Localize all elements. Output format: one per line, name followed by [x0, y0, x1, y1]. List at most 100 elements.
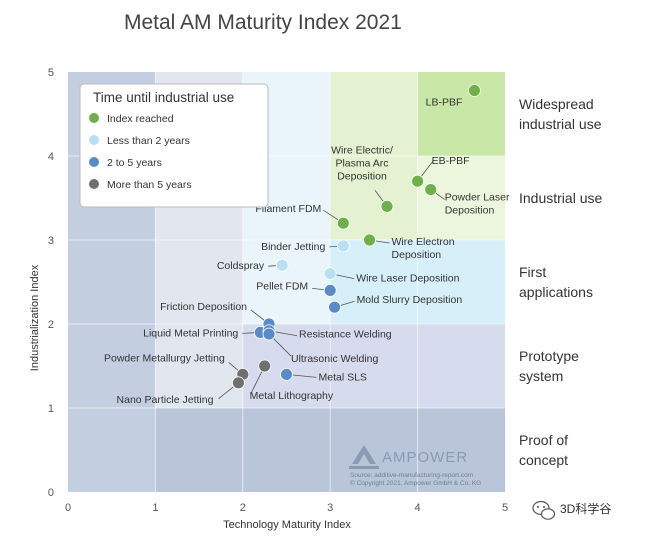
zone-label-line: First — [519, 264, 546, 280]
data-point-label-line: Pellet FDM — [256, 280, 308, 292]
legend-marker — [89, 157, 99, 167]
data-point-label-line: Resistance Welding — [299, 329, 392, 341]
x-tick-label: 3 — [327, 502, 333, 514]
data-point — [468, 84, 481, 97]
data-point-label-line: Plasma Arc — [335, 157, 388, 169]
zone-label-line: Proof of — [519, 432, 568, 448]
data-point-label-line: Wire Electron — [392, 236, 455, 248]
data-point-label: Resistance Welding — [299, 329, 392, 341]
data-point-label: Coldspray — [217, 260, 265, 272]
copyright-line: © Copyright 2021, Ampower GmbH & Co. KG — [350, 479, 481, 487]
legend: Time until industrial use Index reached Le… — [79, 83, 269, 208]
data-point-label: Powder Metallurgy Jetting — [104, 352, 225, 364]
data-point — [323, 283, 337, 297]
data-point-label-line: Powder Laser — [445, 192, 510, 204]
x-tick-label: 0 — [65, 502, 71, 514]
data-point — [424, 183, 438, 197]
data-point-label-line: Deposition — [445, 205, 495, 217]
zone-label-line: system — [519, 368, 563, 384]
y-tick-label: 4 — [48, 151, 54, 163]
data-point — [262, 327, 276, 341]
source-line: Source: additive-manufacturing-report.co… — [350, 472, 473, 479]
y-tick-label: 0 — [48, 487, 54, 499]
zone-label: First applications — [519, 264, 593, 300]
data-point-label: Friction Deposition — [160, 301, 247, 313]
maturity-zone-labels: Widespread industrial use Industrial use Fi… — [519, 96, 602, 468]
data-point-label-line: Powder Metallurgy Jetting — [104, 352, 225, 364]
data-point — [232, 376, 245, 390]
y-tick-label: 1 — [48, 403, 54, 415]
zone-label: Proof of concept — [519, 432, 568, 468]
data-point-label-line: Filament FDM — [255, 203, 321, 215]
wechat-icon — [532, 500, 556, 520]
data-point-label: Wire Electric/Plasma Arc Deposition — [331, 144, 393, 182]
zone-label-line: Industrial use — [519, 190, 602, 206]
x-tick-label: 2 — [240, 502, 246, 514]
zone-label-line: industrial use — [519, 116, 602, 132]
data-point — [380, 199, 394, 213]
data-point-label-line: Nano Particle Jetting — [117, 394, 214, 406]
zone-label-line: Prototype — [519, 348, 579, 364]
ampower-logo-icon — [349, 445, 379, 469]
watermark: 3D科学谷 — [532, 500, 611, 520]
data-point-label: Powder Laser Deposition — [445, 192, 510, 217]
y-tick-label: 2 — [48, 319, 54, 331]
zone-background — [417, 72, 505, 156]
data-point-label-line: Metal Lithography — [250, 390, 334, 402]
zone-label-line: applications — [519, 284, 593, 300]
data-point-label: Ultrasonic Welding — [291, 353, 379, 365]
legend-marker — [89, 179, 99, 189]
data-point-label-line: Liquid Metal Printing — [143, 327, 238, 339]
legend-box — [79, 83, 269, 208]
data-point-label-line: EB-PBF — [432, 155, 470, 167]
data-point-label: Wire Electron Deposition — [392, 236, 455, 261]
zone-label-line: concept — [519, 452, 568, 468]
data-point-label-line: Ultrasonic Welding — [291, 353, 379, 365]
data-point-label-line: Metal SLS — [319, 371, 367, 383]
data-point — [411, 174, 425, 188]
data-point — [275, 258, 289, 272]
data-point-label-line: Binder Jetting — [261, 241, 325, 253]
data-point-label-line: Deposition — [392, 249, 442, 261]
legend-item-label: 2 to 5 years — [107, 157, 162, 169]
data-point-label: Wire Laser Deposition — [356, 273, 459, 285]
legend-item-label: Index reached — [107, 113, 174, 125]
data-point-label: EB-PBF — [432, 155, 470, 167]
data-point-label: Pellet FDM — [256, 280, 308, 292]
data-point — [336, 239, 350, 253]
data-points — [232, 84, 481, 390]
ampower-branding: AMPOWER Source: additive-manufacturing-r… — [349, 445, 481, 487]
data-point-label-line: Mold Slurry Deposition — [357, 294, 463, 306]
data-point — [323, 267, 337, 281]
tick-labels: 0 1 2 3 4 5 0 1 2 3 4 5 — [48, 67, 508, 514]
data-point-label-line: Deposition — [337, 170, 387, 182]
y-axis-label: Industrialization Index — [29, 264, 41, 371]
y-tick-label: 5 — [48, 67, 54, 79]
legend-marker — [89, 113, 99, 123]
data-point — [363, 233, 376, 247]
legend-title: Time until industrial use — [93, 90, 234, 105]
data-point-label-line: Wire Laser Deposition — [356, 273, 459, 285]
data-point-label-line: Wire Electric/ — [331, 144, 393, 156]
legend-item-label: More than 5 years — [107, 179, 192, 191]
y-tick-label: 3 — [48, 235, 54, 247]
zone-label: Industrial use — [519, 190, 602, 206]
x-tick-label: 5 — [502, 502, 508, 514]
data-point — [336, 216, 350, 230]
x-axis-label: Technology Maturity Index — [223, 519, 351, 531]
x-tick-label: 1 — [152, 502, 158, 514]
data-point-label: Filament FDM — [255, 203, 321, 215]
legend-marker — [89, 135, 99, 145]
data-point-label-line: LB-PBF — [426, 96, 463, 108]
data-point — [280, 367, 293, 381]
zone-label: Widespread industrial use — [519, 96, 602, 132]
chart-title: Metal AM Maturity Index 2021 — [124, 11, 402, 34]
watermark-text: 3D科学谷 — [560, 501, 611, 516]
data-point-label-line: Coldspray — [217, 260, 265, 272]
legend-item-label: Less than 2 years — [107, 135, 190, 147]
data-point — [328, 300, 341, 314]
zone-label: Prototype system — [519, 348, 579, 384]
data-point-label: Liquid Metal Printing — [143, 327, 238, 339]
data-point-label: LB-PBF — [426, 96, 463, 108]
